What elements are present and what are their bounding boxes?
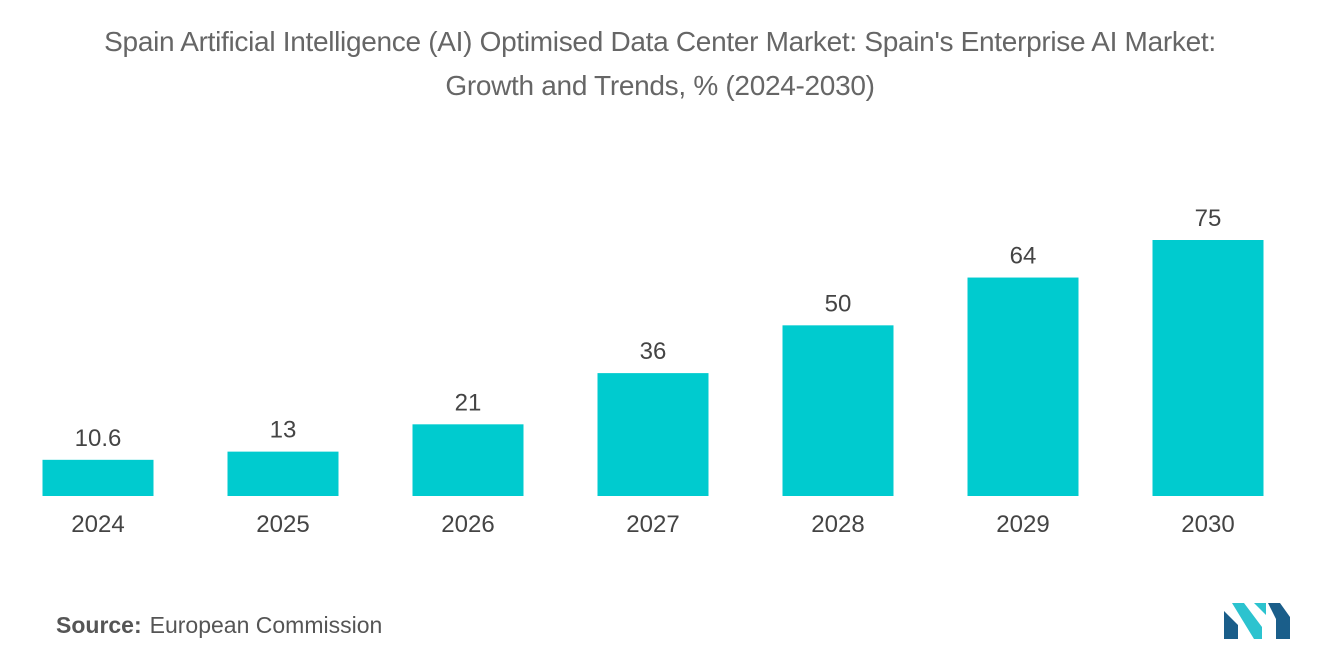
source-text: European Commission bbox=[149, 612, 383, 638]
logo-mark-middle bbox=[1232, 603, 1262, 639]
bar-2026 bbox=[412, 424, 524, 496]
data-label-2026: 21 bbox=[455, 389, 482, 416]
x-tick-label-2030: 2030 bbox=[1181, 511, 1234, 538]
data-label-2028: 50 bbox=[825, 290, 852, 317]
x-tick-label-2027: 2027 bbox=[626, 511, 679, 538]
bar-2029 bbox=[967, 277, 1079, 496]
source-label: Source: bbox=[56, 612, 142, 638]
data-label-2025: 13 bbox=[270, 417, 297, 444]
data-label-2029: 64 bbox=[1010, 243, 1037, 270]
bar-2025 bbox=[227, 451, 339, 496]
x-tick-label-2028: 2028 bbox=[811, 511, 864, 538]
x-tick-label-2029: 2029 bbox=[996, 511, 1049, 538]
logo-mark-left bbox=[1224, 611, 1238, 639]
x-tick-label-2025: 2025 bbox=[256, 511, 309, 538]
bar-2028 bbox=[782, 325, 894, 496]
logo-mark-right bbox=[1268, 603, 1290, 639]
bar-2024 bbox=[42, 459, 154, 496]
mordor-logo-icon bbox=[1224, 603, 1290, 639]
x-tick-label-2026: 2026 bbox=[441, 511, 494, 538]
chart-title-line-1: Spain Artificial Intelligence (AI) Optim… bbox=[104, 26, 1216, 57]
data-label-2024: 10.6 bbox=[75, 425, 122, 452]
chart-title: Spain Artificial Intelligence (AI) Optim… bbox=[0, 20, 1320, 108]
source-note: Source: European Commission bbox=[56, 612, 382, 639]
data-label-2027: 36 bbox=[640, 338, 667, 365]
chart-title-line-2: Growth and Trends, % (2024-2030) bbox=[445, 70, 875, 101]
bar-2027 bbox=[597, 373, 709, 496]
bar-2030 bbox=[1152, 240, 1264, 496]
x-tick-label-2024: 2024 bbox=[71, 511, 124, 538]
data-label-2030: 75 bbox=[1195, 205, 1222, 232]
logo-mark-top bbox=[1254, 603, 1266, 615]
